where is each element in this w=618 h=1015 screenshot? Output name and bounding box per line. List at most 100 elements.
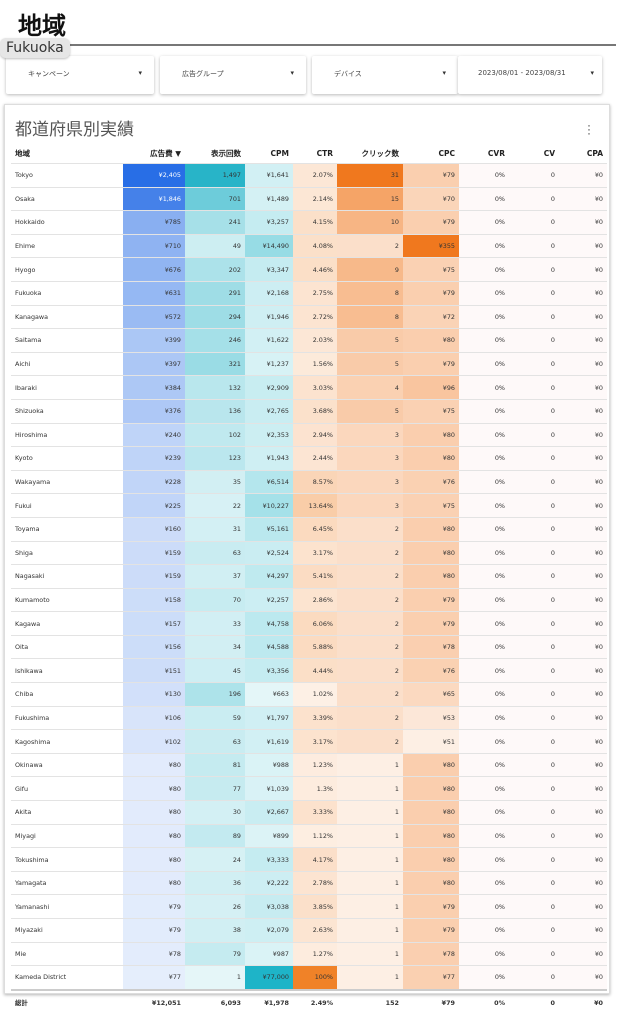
cell-cpc: ¥79 bbox=[403, 611, 459, 636]
table-row[interactable]: Osaka ¥1,846 701 ¥1,489 2.14% 15 ¥70 0% 0 ¥0 bbox=[11, 186, 607, 211]
total-impressions: 6,093 bbox=[185, 988, 245, 1015]
table-row[interactable]: Ishikawa ¥151 45 ¥3,356 4.44% 2 ¥76 0% 0 ¥0 bbox=[11, 658, 607, 683]
cell-cpc: ¥80 bbox=[403, 800, 459, 825]
cell-cpm: ¥988 bbox=[245, 752, 293, 777]
table-row[interactable]: Hokkaido ¥785 241 ¥3,257 4.15% 10 ¥79 0% 0 ¥0 bbox=[11, 210, 607, 235]
table-row[interactable]: Ehime ¥710 49 ¥14,490 4.08% 2 ¥355 0% 0 ¥0 bbox=[11, 233, 607, 258]
cell-ctr: 2.94% bbox=[293, 422, 337, 447]
column-header-impressions[interactable]: 表示回数 bbox=[211, 148, 241, 158]
column-header-cvr[interactable]: CVR bbox=[487, 148, 505, 158]
cell-clicks: 15 bbox=[337, 186, 403, 211]
table-row[interactable]: Shiga ¥159 63 ¥2,524 3.17% 2 ¥80 0% 0 ¥0 bbox=[11, 540, 607, 565]
cell-cpm: ¥2,667 bbox=[245, 800, 293, 825]
table-row[interactable]: Tokyo ¥2,405 1,497 ¥1,641 2.07% 31 ¥79 0% 0 ¥0 bbox=[11, 163, 607, 188]
table-row[interactable]: Fukuoka ¥631 291 ¥2,168 2.75% 8 ¥79 0% 0 ¥0 bbox=[11, 280, 607, 306]
kebab-menu-icon[interactable]: · · · bbox=[587, 118, 591, 140]
table-row[interactable]: Saitama ¥399 246 ¥1,622 2.03% 5 ¥80 0% 0 ¥0 bbox=[11, 328, 607, 353]
cell-region: Osaka bbox=[11, 186, 123, 211]
table-row[interactable]: Chiba ¥130 196 ¥663 1.02% 2 ¥65 0% 0 ¥0 bbox=[11, 682, 607, 707]
cell-cpm: ¥4,588 bbox=[245, 634, 293, 659]
cell-cvr: 0% bbox=[459, 870, 509, 895]
table-row[interactable]: Nagasaki ¥159 37 ¥4,297 5.41% 2 ¥80 0% 0 ¥0 bbox=[11, 564, 607, 589]
cell-cv: 0 bbox=[509, 398, 559, 424]
cell-cvr: 0% bbox=[459, 941, 509, 966]
table-body: Tokyo ¥2,405 1,497 ¥1,641 2.07% 31 ¥79 0% 0 ¥0 Osa… bbox=[11, 163, 607, 1015]
ad-group-filter[interactable]: 広告グループ ▾ bbox=[160, 56, 306, 94]
total-cpc: ¥79 bbox=[403, 988, 459, 1015]
table-row[interactable]: Kyoto ¥239 123 ¥1,943 2.44% 3 ¥80 0% 0 ¥0 bbox=[11, 446, 607, 471]
prefecture-performance-card: 都道府県別実績 · · · 地域 広告費 ▼ 表示回数 CPM CTR クリック数 CPC CVR… bbox=[4, 104, 610, 1015]
cell-region: Yamanashi bbox=[11, 894, 123, 919]
cell-cv: 0 bbox=[509, 280, 559, 306]
cell-impressions: 26 bbox=[185, 894, 245, 919]
cell-impressions: 24 bbox=[185, 847, 245, 872]
cell-cpa: ¥0 bbox=[559, 493, 607, 518]
cell-cpc: ¥75 bbox=[403, 257, 459, 282]
table-row[interactable]: Aichi ¥397 321 ¥1,237 1.56% 5 ¥79 0% 0 ¥0 bbox=[11, 351, 607, 376]
table-row[interactable]: Kagoshima ¥102 63 ¥1,619 3.17% 2 ¥51 0% 0 ¥0 bbox=[11, 729, 607, 754]
cell-ctr: 3.39% bbox=[293, 705, 337, 730]
table-row[interactable]: Kagawa ¥157 33 ¥4,758 6.06% 2 ¥79 0% 0 ¥0 bbox=[11, 611, 607, 636]
column-header-cpc[interactable]: CPC bbox=[438, 148, 455, 158]
cell-impressions: 79 bbox=[185, 941, 245, 966]
cell-impressions: 196 bbox=[185, 682, 245, 707]
cell-cpc: ¥80 bbox=[403, 516, 459, 541]
cell-cvr: 0% bbox=[459, 658, 509, 683]
table-row[interactable]: Fukushima ¥106 59 ¥1,797 3.39% 2 ¥53 0% 0 ¥0 bbox=[11, 705, 607, 730]
cell-clicks: 2 bbox=[337, 729, 403, 754]
column-header-ad-cost[interactable]: 広告費 ▼ bbox=[150, 148, 181, 158]
column-header-cpm[interactable]: CPM bbox=[270, 148, 289, 158]
column-header-region[interactable]: 地域 bbox=[15, 148, 30, 158]
cell-ctr: 2.75% bbox=[293, 280, 337, 306]
table-row[interactable]: Akita ¥80 30 ¥2,667 3.33% 1 ¥80 0% 0 ¥0 bbox=[11, 800, 607, 825]
table-row[interactable]: Okinawa ¥80 81 ¥988 1.23% 1 ¥80 0% 0 ¥0 bbox=[11, 752, 607, 777]
table-row[interactable]: Kanagawa ¥572 294 ¥1,946 2.72% 8 ¥72 0% 0 ¥0 bbox=[11, 304, 607, 329]
table-row[interactable]: Yamagata ¥80 36 ¥2,222 2.78% 1 ¥80 0% 0 ¥0 bbox=[11, 870, 607, 895]
table-row[interactable]: Oita ¥156 34 ¥4,588 5.88% 2 ¥78 0% 0 ¥0 bbox=[11, 634, 607, 659]
cell-cpc: ¥79 bbox=[403, 163, 459, 188]
cell-region: Fukushima bbox=[11, 705, 123, 730]
table-row[interactable]: Shizuoka ¥376 136 ¥2,765 3.68% 5 ¥75 0% 0 ¥0 bbox=[11, 398, 607, 424]
cell-ctr: 4.17% bbox=[293, 847, 337, 872]
campaign-filter[interactable]: キャンペーン ▾ bbox=[6, 56, 154, 94]
cell-ad-cost: ¥78 bbox=[123, 941, 185, 966]
cell-cpm: ¥10,227 bbox=[245, 493, 293, 518]
column-header-ctr[interactable]: CTR bbox=[316, 148, 333, 158]
cell-cv: 0 bbox=[509, 516, 559, 541]
column-header-cpa[interactable]: CPA bbox=[586, 148, 603, 158]
cell-clicks: 5 bbox=[337, 328, 403, 353]
cell-impressions: 294 bbox=[185, 304, 245, 329]
table-row[interactable]: Hiroshima ¥240 102 ¥2,353 2.94% 3 ¥80 0% 0 ¥0 bbox=[11, 422, 607, 447]
cell-ad-cost: ¥157 bbox=[123, 611, 185, 636]
table-row[interactable]: Wakayama ¥228 35 ¥6,514 8.57% 3 ¥76 0% 0 ¥0 bbox=[11, 469, 607, 494]
cell-cvr: 0% bbox=[459, 705, 509, 730]
cell-cpm: ¥1,943 bbox=[245, 446, 293, 471]
table-row[interactable]: Miyagi ¥80 89 ¥899 1.12% 1 ¥80 0% 0 ¥0 bbox=[11, 823, 607, 848]
table-row[interactable]: Kameda District ¥77 1 ¥77,000 100% 1 ¥77 0% 0 ¥0 bbox=[11, 965, 607, 990]
table-row[interactable]: Gifu ¥80 77 ¥1,039 1.3% 1 ¥80 0% 0 ¥0 bbox=[11, 776, 607, 801]
date-range-filter[interactable]: 2023/08/01 - 2023/08/31 ▾ bbox=[458, 56, 602, 94]
table-row[interactable]: Tokushima ¥80 24 ¥3,333 4.17% 1 ¥80 0% 0 ¥0 bbox=[11, 847, 607, 872]
column-header-cv[interactable]: CV bbox=[543, 148, 555, 158]
cell-impressions: 31 bbox=[185, 516, 245, 541]
cell-cpa: ¥0 bbox=[559, 233, 607, 258]
column-header-clicks[interactable]: クリック数 bbox=[361, 148, 400, 158]
table-row[interactable]: Yamanashi ¥79 26 ¥3,038 3.85% 1 ¥79 0% 0 ¥0 bbox=[11, 894, 607, 919]
performance-table: 地域 広告費 ▼ 表示回数 CPM CTR クリック数 CPC CVR CV CPA Tokyo ¥… bbox=[11, 143, 607, 1015]
cell-region: Nagasaki bbox=[11, 564, 123, 589]
cell-cpa: ¥0 bbox=[559, 918, 607, 943]
table-row[interactable]: Fukui ¥225 22 ¥10,227 13.64% 3 ¥75 0% 0 ¥0 bbox=[11, 493, 607, 518]
table-row[interactable]: Kumamoto ¥158 70 ¥2,257 2.86% 2 ¥79 0% 0 ¥0 bbox=[11, 587, 607, 612]
total-cpa: ¥0 bbox=[559, 988, 607, 1015]
cell-cvr: 0% bbox=[459, 280, 509, 306]
cell-ctr: 3.03% bbox=[293, 375, 337, 400]
table-row[interactable]: Mie ¥78 79 ¥987 1.27% 1 ¥78 0% 0 ¥0 bbox=[11, 941, 607, 966]
cell-cpm: ¥1,622 bbox=[245, 328, 293, 353]
cell-cpa: ¥0 bbox=[559, 186, 607, 211]
table-row[interactable]: Ibaraki ¥384 132 ¥2,909 3.03% 4 ¥96 0% 0 ¥0 bbox=[11, 375, 607, 400]
table-row[interactable]: Miyazaki ¥79 38 ¥2,079 2.63% 1 ¥79 0% 0 ¥0 bbox=[11, 918, 607, 943]
cell-region: Oita bbox=[11, 634, 123, 659]
table-row[interactable]: Hyogo ¥676 202 ¥3,347 4.46% 9 ¥75 0% 0 ¥0 bbox=[11, 257, 607, 282]
device-filter[interactable]: デバイス ▾ bbox=[312, 56, 458, 94]
table-row[interactable]: Toyama ¥160 31 ¥5,161 6.45% 2 ¥80 0% 0 ¥0 bbox=[11, 516, 607, 541]
